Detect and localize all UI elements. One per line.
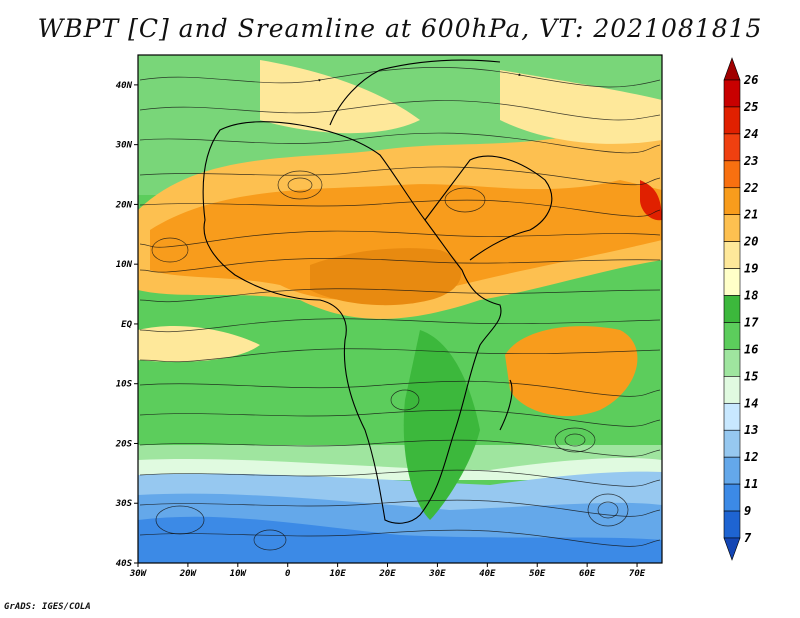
colorbar-label: 7 xyxy=(744,531,752,545)
lat-label: EQ xyxy=(121,320,132,330)
colorbar-label: 23 xyxy=(743,154,758,168)
colorbar-label: 16 xyxy=(744,342,758,356)
longitude-axis: 30W 20W 10W 0 10E 20E 30E 40E 50E 60E 70E xyxy=(129,563,646,579)
plot-frame xyxy=(137,54,663,564)
map-title: WBPT [C] and Sreamline at 600hPa, VT: 20… xyxy=(37,14,763,43)
lat-label: 30S xyxy=(115,499,133,509)
map-figure: 40N 30N 20N 10N EQ 10S 20S 30S 40S 30W 20W 10W 0 10E… xyxy=(115,54,759,579)
lat-label: 40S xyxy=(116,559,133,569)
coastlines xyxy=(202,59,553,524)
colorbar-label: 22 xyxy=(743,181,758,195)
lon-label: 10E xyxy=(329,569,346,579)
colorbar-label: 13 xyxy=(744,423,758,437)
latitude-axis: 40N 30N 20N 10N EQ 10S 20S 30S 40S xyxy=(115,81,138,569)
lon-label: 50E xyxy=(529,569,546,579)
wbpt-field xyxy=(138,55,662,563)
lat-label: 20S xyxy=(115,439,133,449)
colorbar-label: 19 xyxy=(744,262,758,276)
colorbar-label: 21 xyxy=(743,208,758,222)
colorbar-swatch xyxy=(723,79,741,108)
lat-label: 10S xyxy=(116,380,133,390)
lon-label: 20E xyxy=(378,569,396,579)
colorbar-label: 20 xyxy=(743,235,758,249)
colorbar-swatch xyxy=(723,376,741,404)
colorbar-label: 18 xyxy=(744,289,758,303)
lat-label: 10N xyxy=(116,260,133,270)
colorbar-swatch xyxy=(723,349,741,377)
colorbar-swatch xyxy=(723,187,741,216)
colorbar-label: 14 xyxy=(744,396,758,410)
lon-label: 60E xyxy=(579,569,596,579)
lon-label: 40E xyxy=(479,569,496,579)
colorbar-swatch xyxy=(723,268,741,296)
lat-label: 30N xyxy=(115,141,133,151)
colorbar-swatch xyxy=(723,295,741,323)
colorbar-swatch xyxy=(723,402,741,431)
colorbar-swatch xyxy=(723,214,741,242)
lat-label: 40N xyxy=(116,81,133,91)
colorbar-swatch xyxy=(723,106,741,135)
colorbar-label: 12 xyxy=(744,450,758,464)
colorbar-swatch xyxy=(723,483,741,512)
lon-label: 30W xyxy=(129,569,148,579)
colorbar: 26 25 24 23 22 21 20 19 18 17 16 15 14 13 12 11 9 7 xyxy=(723,57,759,561)
colorbar-swatch xyxy=(723,133,741,162)
colorbar-swatch xyxy=(723,510,741,539)
colorbar-swatch xyxy=(723,537,741,561)
lon-label: 10W xyxy=(230,569,248,579)
lon-label: 30E xyxy=(428,569,446,579)
colorbar-swatch xyxy=(723,160,741,189)
lon-label: 0 xyxy=(285,569,291,579)
lon-label: 70E xyxy=(629,569,646,579)
colorbar-label: 11 xyxy=(744,477,758,491)
credit-label: GrADS: IGES/COLA xyxy=(4,602,91,612)
colorbar-swatch xyxy=(723,429,741,458)
colorbar-label: 17 xyxy=(744,315,759,329)
colorbar-label: 26 xyxy=(743,73,758,87)
streamlines xyxy=(139,67,661,551)
colorbar-label: 25 xyxy=(743,100,758,114)
lat-label: 20N xyxy=(115,200,133,210)
colorbar-label: 9 xyxy=(744,504,751,518)
colorbar-label: 15 xyxy=(744,369,758,383)
lon-label: 20W xyxy=(179,569,198,579)
colorbar-swatch xyxy=(723,241,741,269)
colorbar-swatch xyxy=(723,57,741,81)
colorbar-swatch xyxy=(723,322,741,350)
colorbar-swatch xyxy=(723,456,741,485)
colorbar-label: 24 xyxy=(743,127,758,141)
